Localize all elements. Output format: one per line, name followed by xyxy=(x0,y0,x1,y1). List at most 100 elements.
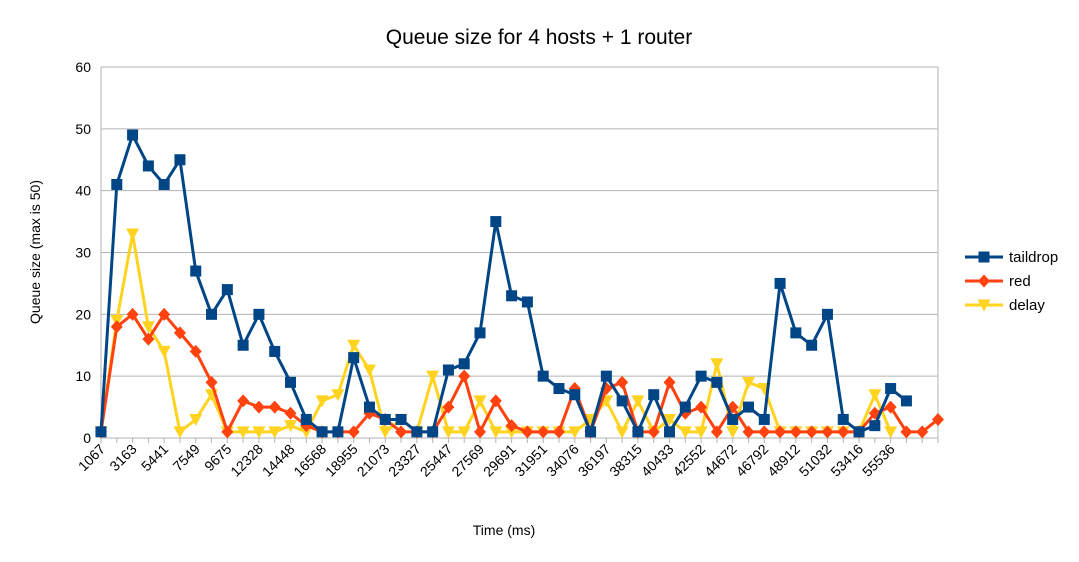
data-point-taildrop xyxy=(490,216,502,228)
legend-marker xyxy=(977,299,991,312)
data-point-delay xyxy=(663,413,677,426)
data-point-taildrop xyxy=(300,413,312,425)
data-point-red xyxy=(189,344,202,358)
data-point-red xyxy=(158,307,171,321)
data-point-taildrop xyxy=(553,383,565,395)
data-point-taildrop xyxy=(395,413,407,425)
x-tick-label: 38315 xyxy=(606,441,645,480)
data-point-taildrop xyxy=(790,327,802,339)
data-point-delay xyxy=(457,426,471,439)
x-tick-label: 46792 xyxy=(733,441,772,480)
data-point-taildrop xyxy=(474,327,486,339)
data-point-taildrop xyxy=(142,160,154,172)
x-tick-label: 48912 xyxy=(764,441,803,480)
data-point-taildrop xyxy=(664,426,676,438)
x-tick-label: 18955 xyxy=(322,441,361,480)
data-point-taildrop xyxy=(900,395,912,407)
data-point-red xyxy=(900,425,913,439)
series-line-red xyxy=(99,312,939,434)
data-point-taildrop xyxy=(853,426,865,438)
legend: taildrop red delay xyxy=(965,249,1058,314)
x-tick-label: 7549 xyxy=(170,441,203,474)
data-point-red xyxy=(932,412,944,426)
x-tick-label: 3163 xyxy=(106,441,139,474)
y-tick-label: 60 xyxy=(75,59,91,75)
data-point-taildrop xyxy=(174,154,186,166)
data-point-delay xyxy=(441,426,455,439)
series-taildrop xyxy=(95,129,912,438)
data-point-taildrop xyxy=(316,426,328,438)
data-point-taildrop xyxy=(190,265,202,277)
data-point-delay xyxy=(505,426,519,439)
data-point-taildrop xyxy=(806,339,818,351)
data-point-red xyxy=(126,307,139,321)
data-point-taildrop xyxy=(711,376,723,388)
x-tick-labels: 1067316354417549967512328144481656818955… xyxy=(75,441,898,480)
y-tick-label: 20 xyxy=(75,306,91,322)
data-point-delay xyxy=(268,426,282,439)
data-point-red xyxy=(489,394,502,408)
x-tick-label: 16568 xyxy=(290,441,329,480)
x-tick-label: 14448 xyxy=(259,441,298,480)
data-point-taildrop xyxy=(127,129,139,141)
data-point-taildrop xyxy=(727,413,739,425)
data-point-red xyxy=(710,425,723,439)
data-point-red xyxy=(395,425,408,439)
data-point-taildrop xyxy=(774,277,786,289)
data-point-delay xyxy=(252,426,266,439)
data-point-taildrop xyxy=(837,413,849,425)
data-point-red xyxy=(442,400,455,414)
y-tick-labels: 0 10 20 30 40 50 60 xyxy=(75,59,91,446)
y-tick-label: 30 xyxy=(75,245,91,261)
data-point-taildrop xyxy=(442,364,454,376)
x-tick-label: 36197 xyxy=(575,441,614,480)
data-point-delay xyxy=(710,358,724,371)
data-point-delay xyxy=(615,426,629,439)
axes xyxy=(100,67,939,443)
data-point-taildrop xyxy=(158,178,170,190)
gridlines xyxy=(101,66,938,377)
y-axis-label: Queue size (max is 50) xyxy=(27,180,43,324)
x-tick-label: 42552 xyxy=(669,441,708,480)
y-tick-label: 0 xyxy=(83,430,91,446)
data-point-delay xyxy=(157,345,171,358)
data-point-taildrop xyxy=(206,308,218,320)
data-point-red xyxy=(742,425,755,439)
data-point-taildrop xyxy=(269,345,281,357)
data-point-taildrop xyxy=(95,426,107,438)
y-tick-label: 10 xyxy=(75,368,91,384)
data-point-red xyxy=(663,375,676,389)
data-point-red xyxy=(347,425,360,439)
data-point-delay xyxy=(678,426,692,439)
legend-item-red: red xyxy=(965,273,1031,290)
data-point-red xyxy=(537,425,550,439)
data-point-taildrop xyxy=(237,339,249,351)
data-point-delay xyxy=(489,426,503,439)
data-point-red xyxy=(458,369,471,383)
data-point-red xyxy=(284,406,297,420)
data-point-red xyxy=(474,425,487,439)
data-point-red xyxy=(142,332,155,346)
data-point-delay xyxy=(126,228,140,241)
data-point-delay xyxy=(426,370,440,383)
data-point-red xyxy=(695,400,708,414)
data-point-red xyxy=(774,425,787,439)
data-point-red xyxy=(268,400,281,414)
data-point-red xyxy=(221,425,234,439)
data-point-delay xyxy=(868,389,882,402)
x-tick-label: 40433 xyxy=(638,441,677,480)
data-point-delay xyxy=(726,426,740,439)
x-tick-label: 5441 xyxy=(138,441,171,474)
x-tick-label: 25447 xyxy=(417,441,456,480)
x-tick-label: 1067 xyxy=(75,441,108,474)
data-point-taildrop xyxy=(379,413,391,425)
data-point-red xyxy=(805,425,818,439)
data-point-taildrop xyxy=(742,401,754,413)
data-point-red xyxy=(758,425,771,439)
data-point-taildrop xyxy=(285,376,297,388)
legend-label: delay xyxy=(1009,297,1045,314)
x-tick-label: 12328 xyxy=(227,441,266,480)
series-lines xyxy=(94,129,944,439)
data-point-delay xyxy=(473,395,487,408)
